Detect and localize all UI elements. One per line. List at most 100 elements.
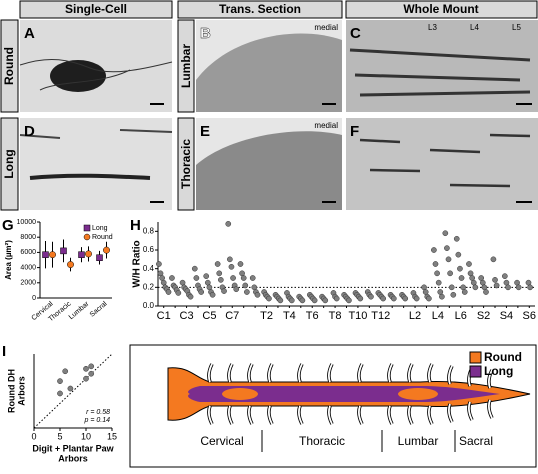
- point: [479, 279, 486, 286]
- legend-label: Long: [484, 364, 513, 378]
- image-label: medial: [314, 121, 338, 130]
- x-tick-label: 10: [81, 431, 91, 441]
- point: [249, 275, 256, 281]
- point: [472, 284, 479, 291]
- y-tick-label: 2000: [20, 280, 36, 287]
- image: [346, 20, 538, 112]
- process: [19, 59, 173, 91]
- point: [492, 277, 498, 283]
- point: [165, 289, 172, 295]
- y-tick-label: 8000: [20, 234, 36, 241]
- panel-letter: D: [24, 123, 35, 140]
- point: [187, 293, 194, 300]
- y-tick-label: 0.4: [143, 264, 155, 273]
- point: [442, 230, 449, 237]
- point: [333, 295, 340, 302]
- x-tick-label: C7: [225, 310, 239, 322]
- point: [214, 261, 221, 267]
- enlargement: [398, 388, 438, 400]
- header-box: [177, 0, 343, 19]
- x-tick-label: 0: [31, 431, 36, 441]
- row-label: Long: [2, 149, 16, 178]
- point: [239, 270, 245, 277]
- point: [103, 246, 110, 254]
- point: [467, 270, 474, 277]
- point: [88, 370, 95, 377]
- point: [447, 270, 453, 277]
- label-box: [0, 117, 19, 211]
- point: [439, 293, 445, 300]
- header-box: [19, 0, 173, 19]
- x-tick-label: T12: [371, 310, 390, 322]
- x-tick-label: 15: [107, 431, 117, 441]
- point: [85, 250, 92, 258]
- point: [426, 295, 432, 302]
- x-axis-label: Digit + Plantar Paw: [32, 443, 114, 453]
- point: [322, 297, 329, 304]
- identity-line: [33, 353, 113, 429]
- panel-letter: B: [200, 25, 211, 42]
- point: [453, 235, 460, 242]
- y-tick-label: 10000: [17, 219, 37, 226]
- point: [421, 284, 427, 291]
- point: [206, 284, 213, 291]
- x-tick-label: S4: [500, 310, 513, 322]
- point: [209, 291, 216, 298]
- point: [203, 273, 210, 279]
- point: [217, 277, 224, 283]
- point: [221, 288, 227, 294]
- point: [230, 275, 236, 281]
- image-label: L4: [470, 23, 479, 32]
- point: [469, 275, 476, 281]
- point: [156, 261, 162, 267]
- point: [413, 295, 420, 302]
- diagram: Cervical Thoracic Lumbar Sacral: [129, 344, 537, 468]
- row-labels: Round Long Lumbar Thoracic: [0, 19, 195, 211]
- point: [455, 251, 462, 258]
- point: [242, 282, 249, 289]
- point: [481, 284, 488, 291]
- cell: [50, 60, 106, 92]
- panel-letter: G: [2, 217, 14, 234]
- point: [380, 295, 387, 302]
- region-label: Cervical: [200, 434, 243, 448]
- point: [96, 254, 103, 261]
- point: [160, 279, 167, 286]
- y-tick-label: 0.2: [143, 282, 155, 291]
- point: [466, 261, 472, 267]
- label-box: [177, 19, 195, 113]
- x-tick-label: T6: [306, 310, 319, 322]
- annotation: r = 0.58: [86, 409, 110, 416]
- panel-letter: C: [350, 25, 361, 42]
- x-tick-label: T8: [329, 310, 342, 322]
- point: [67, 261, 74, 269]
- y-tick-label: 0.0: [143, 301, 155, 310]
- point: [448, 284, 455, 291]
- x-tick-label: Lumbar: [68, 300, 91, 321]
- point: [390, 295, 397, 302]
- point: [435, 279, 442, 286]
- point: [299, 297, 306, 304]
- point: [78, 251, 85, 258]
- scale-bar: [150, 103, 532, 203]
- x-tick-label: C3: [180, 310, 194, 322]
- point: [445, 256, 452, 263]
- point: [240, 275, 247, 281]
- point: [254, 291, 261, 298]
- y-axis-label: Round DH: [6, 369, 16, 413]
- row-label: Round: [2, 47, 16, 85]
- point: [49, 251, 56, 259]
- header-box: [345, 0, 538, 19]
- y-tick-label: 0.8: [143, 226, 155, 235]
- header: Trans. Section: [219, 2, 301, 16]
- headers: Single-Cell Trans. Section Whole Mount: [19, 0, 538, 19]
- point: [57, 390, 63, 397]
- image: [346, 118, 538, 210]
- legend-marker: [83, 233, 91, 241]
- point: [501, 273, 508, 279]
- point: [157, 270, 164, 277]
- point: [88, 363, 95, 370]
- point: [432, 261, 439, 267]
- legend-swatch: [469, 351, 482, 364]
- point: [191, 265, 198, 272]
